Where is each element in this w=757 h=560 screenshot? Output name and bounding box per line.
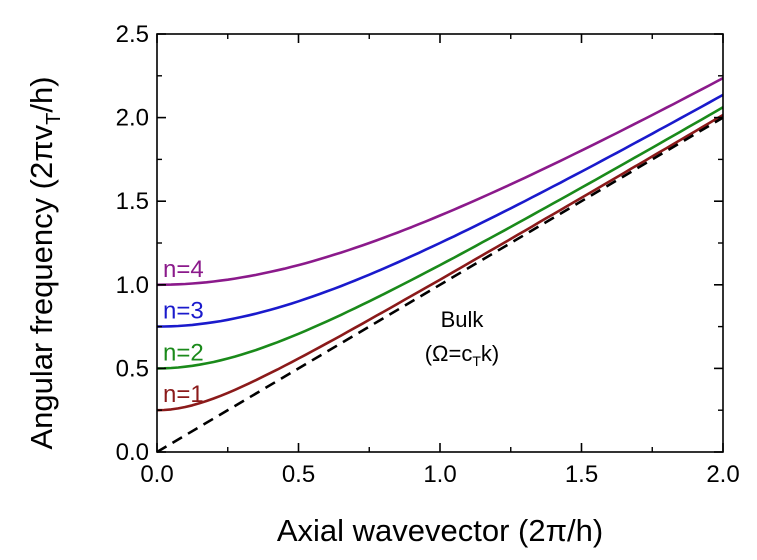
series-line-n1 bbox=[156, 113, 724, 412]
annotation-bulk-formula: (Ω=cTk) bbox=[425, 341, 500, 369]
y-tick-label: 1.5 bbox=[116, 188, 149, 215]
curve-labels: n=1 n=2 n=3 n=4 bbox=[163, 256, 204, 408]
y-axis-title: Angular frequency (2πvT/h) bbox=[24, 76, 65, 449]
x-axis-title: Axial wavevector (2π/h) bbox=[277, 513, 603, 548]
ticks: 0.0 0.5 1.0 1.5 2.0 0.0 0.5 1.0 1.5 2.0 2.5 bbox=[116, 21, 740, 488]
curve-label-n4: n=4 bbox=[163, 256, 204, 283]
curve-label-n1: n=1 bbox=[163, 381, 204, 408]
y-tick-label: 2.0 bbox=[116, 105, 149, 132]
curve-label-n2: n=2 bbox=[163, 339, 204, 366]
curve-label-n3: n=3 bbox=[163, 298, 204, 325]
series-line-n4 bbox=[156, 76, 724, 287]
y-tick-label: 0.5 bbox=[116, 355, 149, 382]
bulk-line bbox=[156, 116, 724, 454]
y-tick-label: 0.0 bbox=[116, 439, 149, 466]
y-tick-label: 2.5 bbox=[116, 21, 149, 48]
x-tick-label: 0.0 bbox=[140, 461, 173, 488]
series-line-n3 bbox=[156, 93, 724, 328]
series-line-n2 bbox=[156, 106, 724, 370]
curves bbox=[156, 76, 724, 454]
x-tick-label: 2.0 bbox=[706, 461, 739, 488]
annotation-bulk: Bulk bbox=[441, 307, 485, 332]
y-tick-label: 1.0 bbox=[116, 272, 149, 299]
x-tick-label: 1.0 bbox=[423, 461, 456, 488]
x-tick-label: 0.5 bbox=[282, 461, 315, 488]
x-tick-label: 1.5 bbox=[565, 461, 598, 488]
